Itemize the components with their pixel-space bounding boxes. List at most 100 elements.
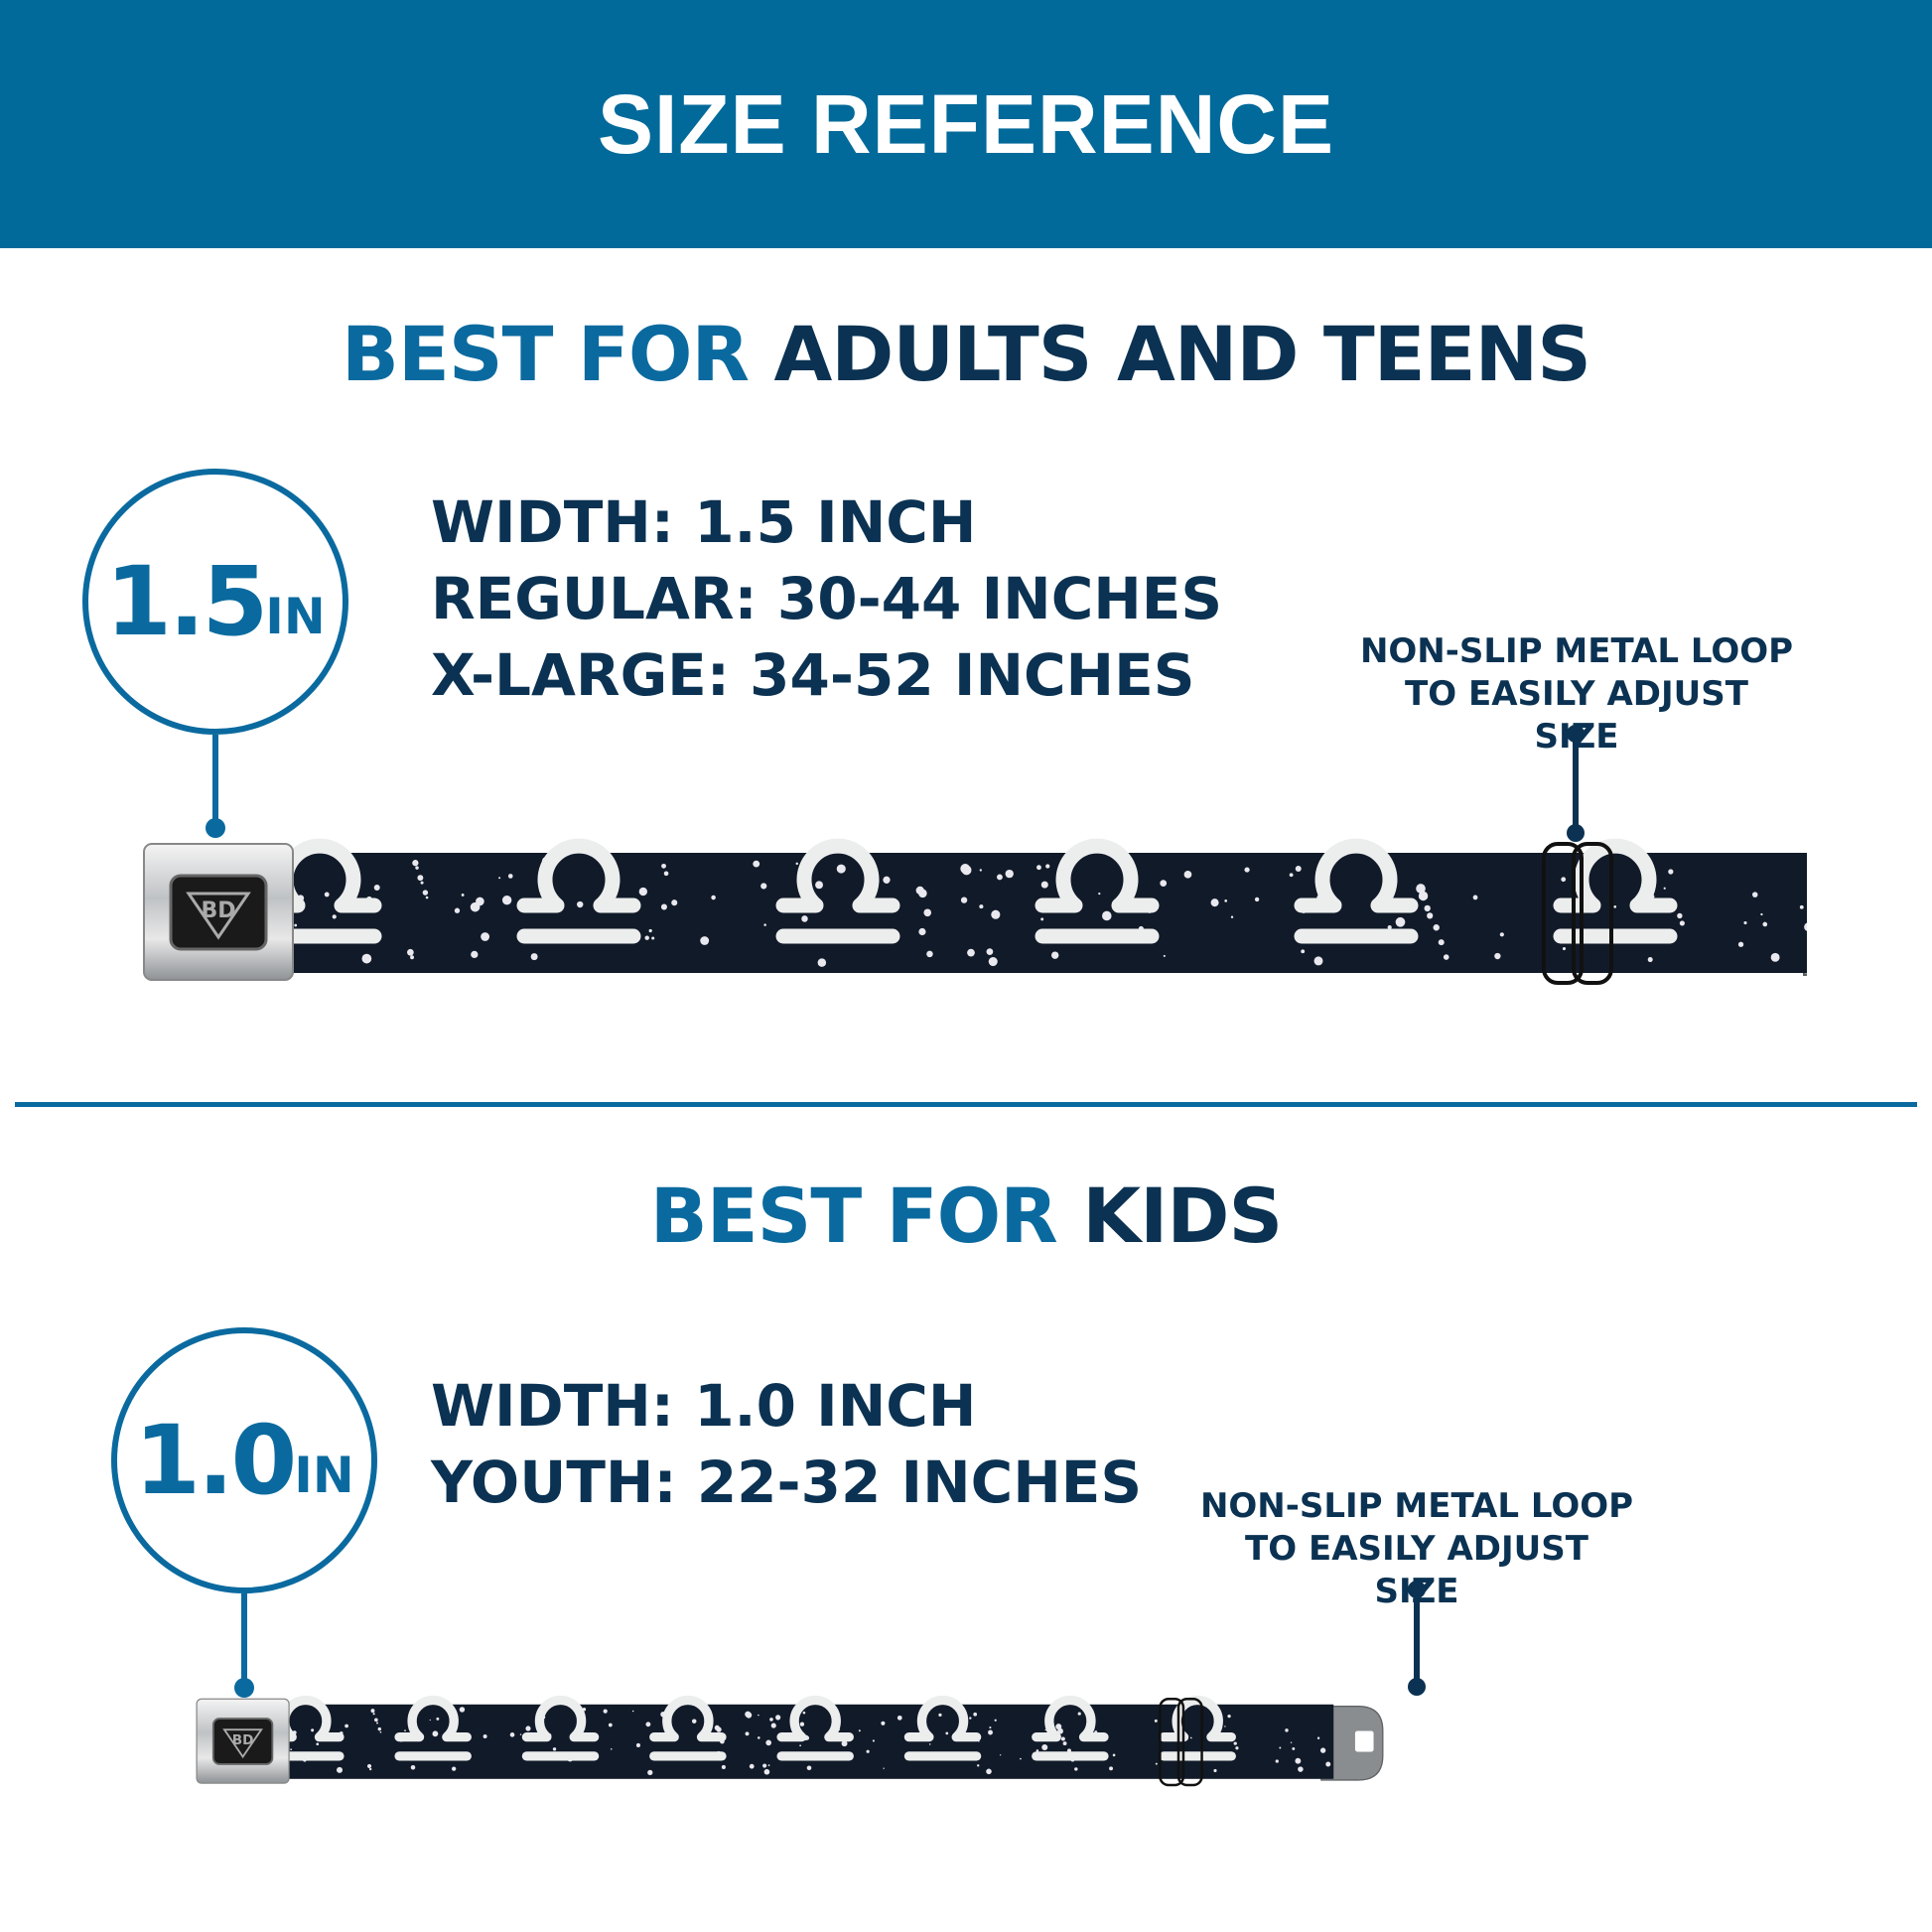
star: [422, 890, 429, 896]
star: [635, 1742, 640, 1747]
star: [425, 896, 429, 899]
star: [1679, 920, 1685, 926]
star: [577, 900, 584, 908]
star: [374, 1718, 378, 1723]
star: [1613, 904, 1617, 908]
star: [1443, 954, 1449, 960]
star: [1062, 1741, 1067, 1745]
star: [459, 1707, 466, 1713]
star: [1387, 925, 1392, 930]
star: [841, 1740, 848, 1747]
badge-number: 1.0: [134, 1405, 297, 1516]
buckle-logo-text: BD: [232, 1732, 254, 1748]
star: [973, 1712, 978, 1717]
star: [1098, 892, 1101, 896]
star: [700, 936, 710, 945]
libra-scale: [649, 1695, 727, 1742]
star: [763, 923, 766, 926]
star: [897, 1715, 902, 1721]
star: [429, 1719, 431, 1722]
star: [969, 1717, 972, 1720]
star: [1289, 873, 1294, 878]
heading-main: KIDS: [1082, 1172, 1283, 1260]
star: [991, 909, 1001, 919]
star: [1770, 952, 1780, 962]
star: [336, 1766, 344, 1773]
page-title: SIZE REFERENCE: [597, 76, 1335, 171]
star: [311, 1728, 315, 1732]
star: [663, 871, 669, 877]
star: [762, 1763, 767, 1768]
libra-symbol: [516, 838, 641, 944]
star: [436, 1717, 440, 1721]
star: [404, 1729, 406, 1731]
star: [1295, 866, 1302, 873]
star: [1224, 1725, 1226, 1727]
star: [1155, 1762, 1158, 1765]
star: [1160, 880, 1168, 887]
libra-symbol: [1294, 838, 1419, 944]
star: [767, 1764, 770, 1766]
kids-specs: WIDTH: 1.0 INCH YOUTH: 22-32 INCHES: [431, 1368, 1142, 1521]
star: [802, 1711, 806, 1715]
star: [1472, 895, 1478, 900]
star: [986, 1768, 992, 1775]
star: [817, 958, 827, 967]
callout-connector: [1573, 735, 1579, 829]
spec-xlarge: X-LARGE: 34-52 INCHES: [431, 641, 1195, 709]
belt-group: BD: [196, 1695, 1384, 1787]
star: [1804, 922, 1807, 931]
libra-symbol: [776, 1695, 854, 1761]
heading-accent: BEST FOR: [649, 1172, 1058, 1260]
star: [691, 1719, 697, 1724]
libra-scale: [516, 838, 641, 913]
libra-scale: [1032, 1695, 1109, 1742]
star: [986, 948, 994, 955]
libra-scale: [1035, 838, 1160, 913]
star: [377, 1726, 381, 1731]
star: [1102, 910, 1112, 921]
kids-heading: BEST FOR KIDS: [0, 1172, 1932, 1260]
star: [498, 877, 501, 880]
star: [960, 897, 968, 903]
star: [1301, 949, 1306, 954]
star: [372, 1713, 375, 1716]
slider-loop: [1542, 842, 1584, 985]
star: [1230, 915, 1234, 918]
star: [1109, 1766, 1114, 1771]
star: [368, 1767, 372, 1771]
libra-symbol: [649, 1695, 727, 1761]
star: [994, 1719, 997, 1722]
star: [454, 907, 461, 913]
slider-loop: [1572, 842, 1613, 985]
star: [872, 1739, 875, 1742]
star: [525, 1725, 531, 1731]
star: [366, 1763, 372, 1769]
star: [1668, 869, 1674, 875]
star: [997, 874, 1003, 881]
star: [1494, 952, 1501, 960]
libra-scale: [521, 1695, 600, 1742]
star: [1313, 956, 1323, 966]
star: [410, 1765, 416, 1770]
star: [481, 932, 489, 941]
star: [988, 1729, 993, 1735]
star: [1224, 898, 1228, 902]
star: [1433, 924, 1440, 931]
star: [647, 1769, 653, 1776]
star: [858, 1729, 861, 1732]
adults-heading: BEST FOR ADULTS AND TEENS: [0, 310, 1932, 398]
star: [815, 881, 823, 890]
star: [1737, 941, 1744, 947]
callout-dot: [1567, 725, 1585, 743]
star: [1275, 1759, 1279, 1763]
spec-width: WIDTH: 1.0 INCH: [431, 1372, 977, 1440]
badge-connector: [241, 1593, 247, 1685]
header-banner: SIZE REFERENCE: [0, 0, 1932, 248]
star: [1040, 917, 1044, 921]
libra-symbol: [775, 838, 900, 944]
star: [1762, 921, 1768, 927]
star: [407, 948, 414, 956]
star: [420, 881, 424, 885]
star: [1290, 1741, 1293, 1743]
